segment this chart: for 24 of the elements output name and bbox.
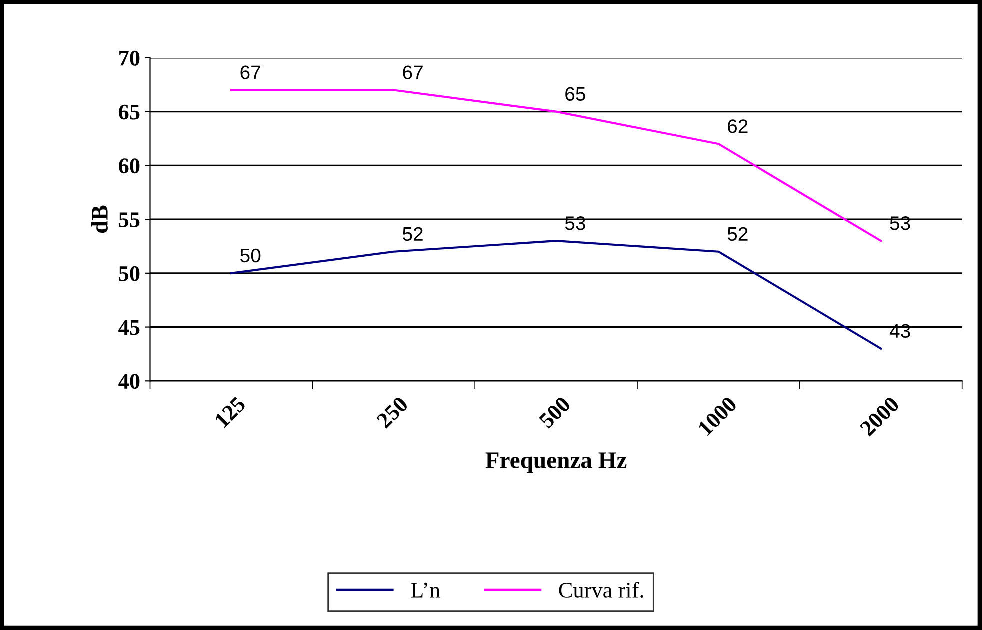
data-label: 62 <box>728 120 748 134</box>
x-axis-title: Frequenza Hz <box>486 452 627 474</box>
y-tick-label: 70 <box>120 50 140 66</box>
data-label: 52 <box>728 227 748 242</box>
y-axis-title: dB <box>91 206 108 234</box>
data-label: 67 <box>240 66 260 80</box>
y-tick-label: 55 <box>119 212 140 228</box>
x-tick-label: 500 <box>538 396 572 430</box>
data-label: 50 <box>240 248 261 263</box>
y-tick-label: 40 <box>118 374 140 390</box>
y-tick-label: 65 <box>119 104 140 120</box>
data-label: 67 <box>403 66 423 80</box>
line-series <box>230 89 882 242</box>
data-label: 52 <box>402 227 423 242</box>
y-tick-label: 45 <box>118 320 140 336</box>
data-label: 65 <box>566 87 586 102</box>
data-label: 53 <box>890 216 910 230</box>
legend-label: L’n <box>411 582 440 598</box>
legend-label: Curva rif. <box>559 582 644 598</box>
y-tick-label: 50 <box>119 266 140 282</box>
y-tick-label: 60 <box>119 158 140 174</box>
x-tick-label: 250 <box>376 396 409 430</box>
line-series <box>230 240 882 350</box>
x-tick-label: 125 <box>214 396 247 428</box>
